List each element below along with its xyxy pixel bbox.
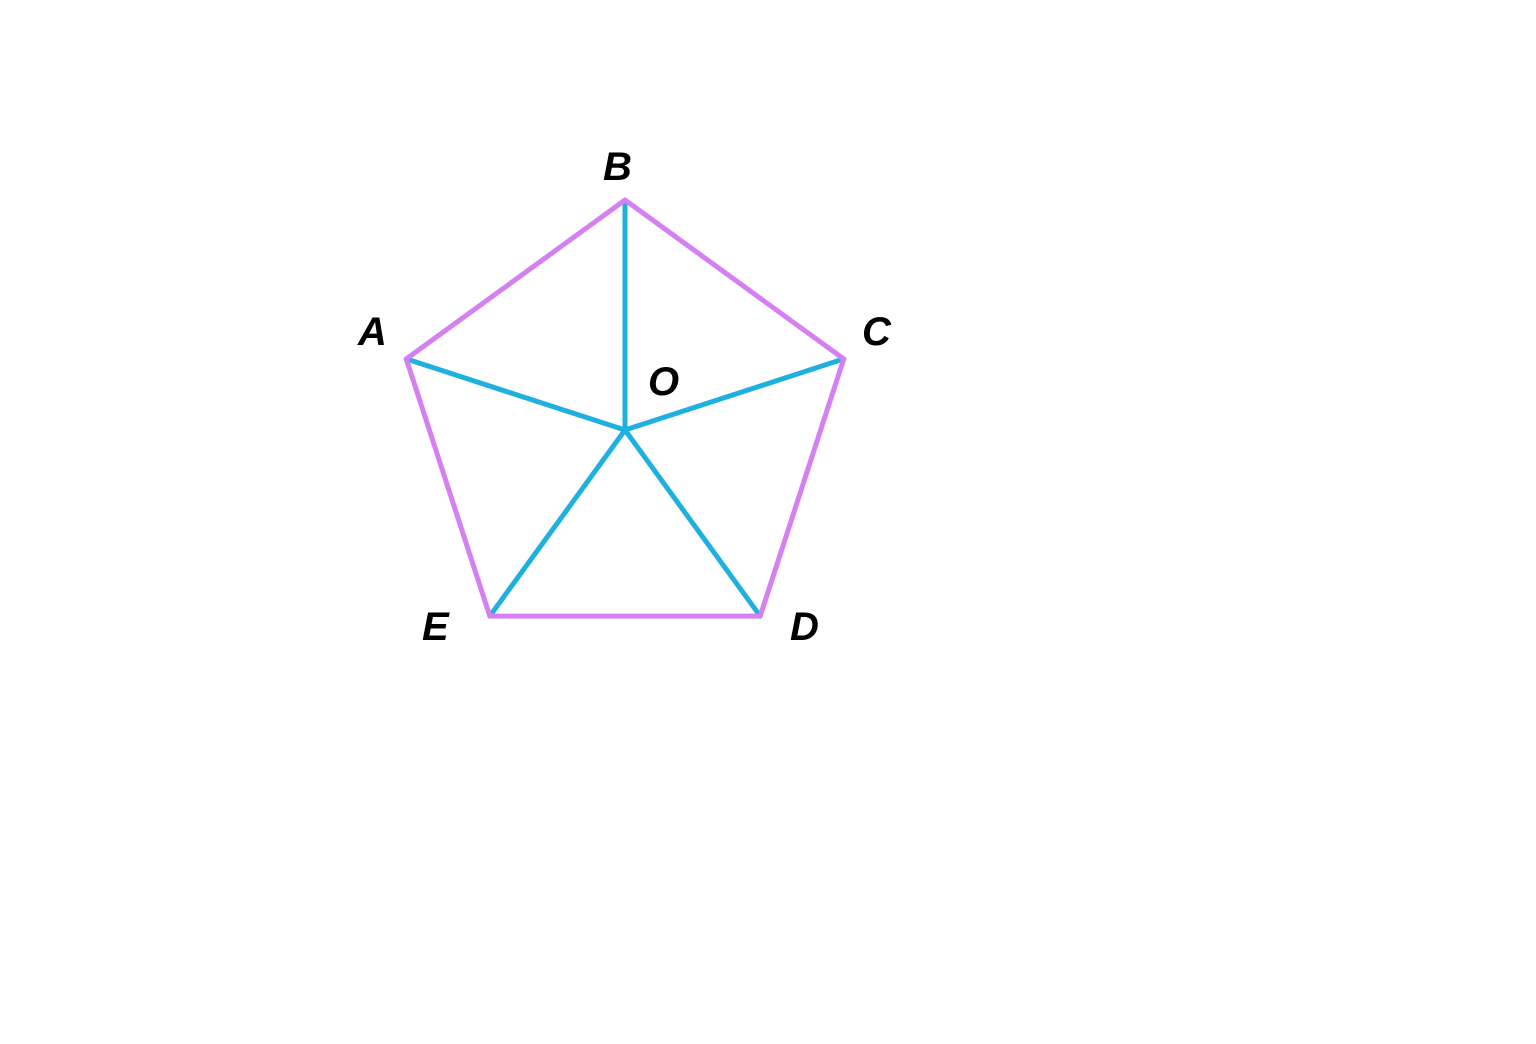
label-D: D bbox=[790, 605, 819, 649]
spoke-OE bbox=[490, 430, 625, 616]
label-A: A bbox=[357, 310, 387, 354]
label-B: B bbox=[603, 145, 632, 189]
edge-BC bbox=[625, 200, 844, 359]
label-E: E bbox=[422, 605, 450, 649]
label-O: O bbox=[648, 360, 679, 404]
edge-EA bbox=[406, 359, 490, 616]
label-C: C bbox=[862, 310, 892, 354]
edge-CD bbox=[760, 359, 844, 616]
spoke-OD bbox=[625, 430, 760, 616]
spoke-OA bbox=[406, 359, 625, 430]
edge-AB bbox=[406, 200, 625, 359]
pentagon-diagram: A B C D E O bbox=[0, 0, 1536, 1044]
